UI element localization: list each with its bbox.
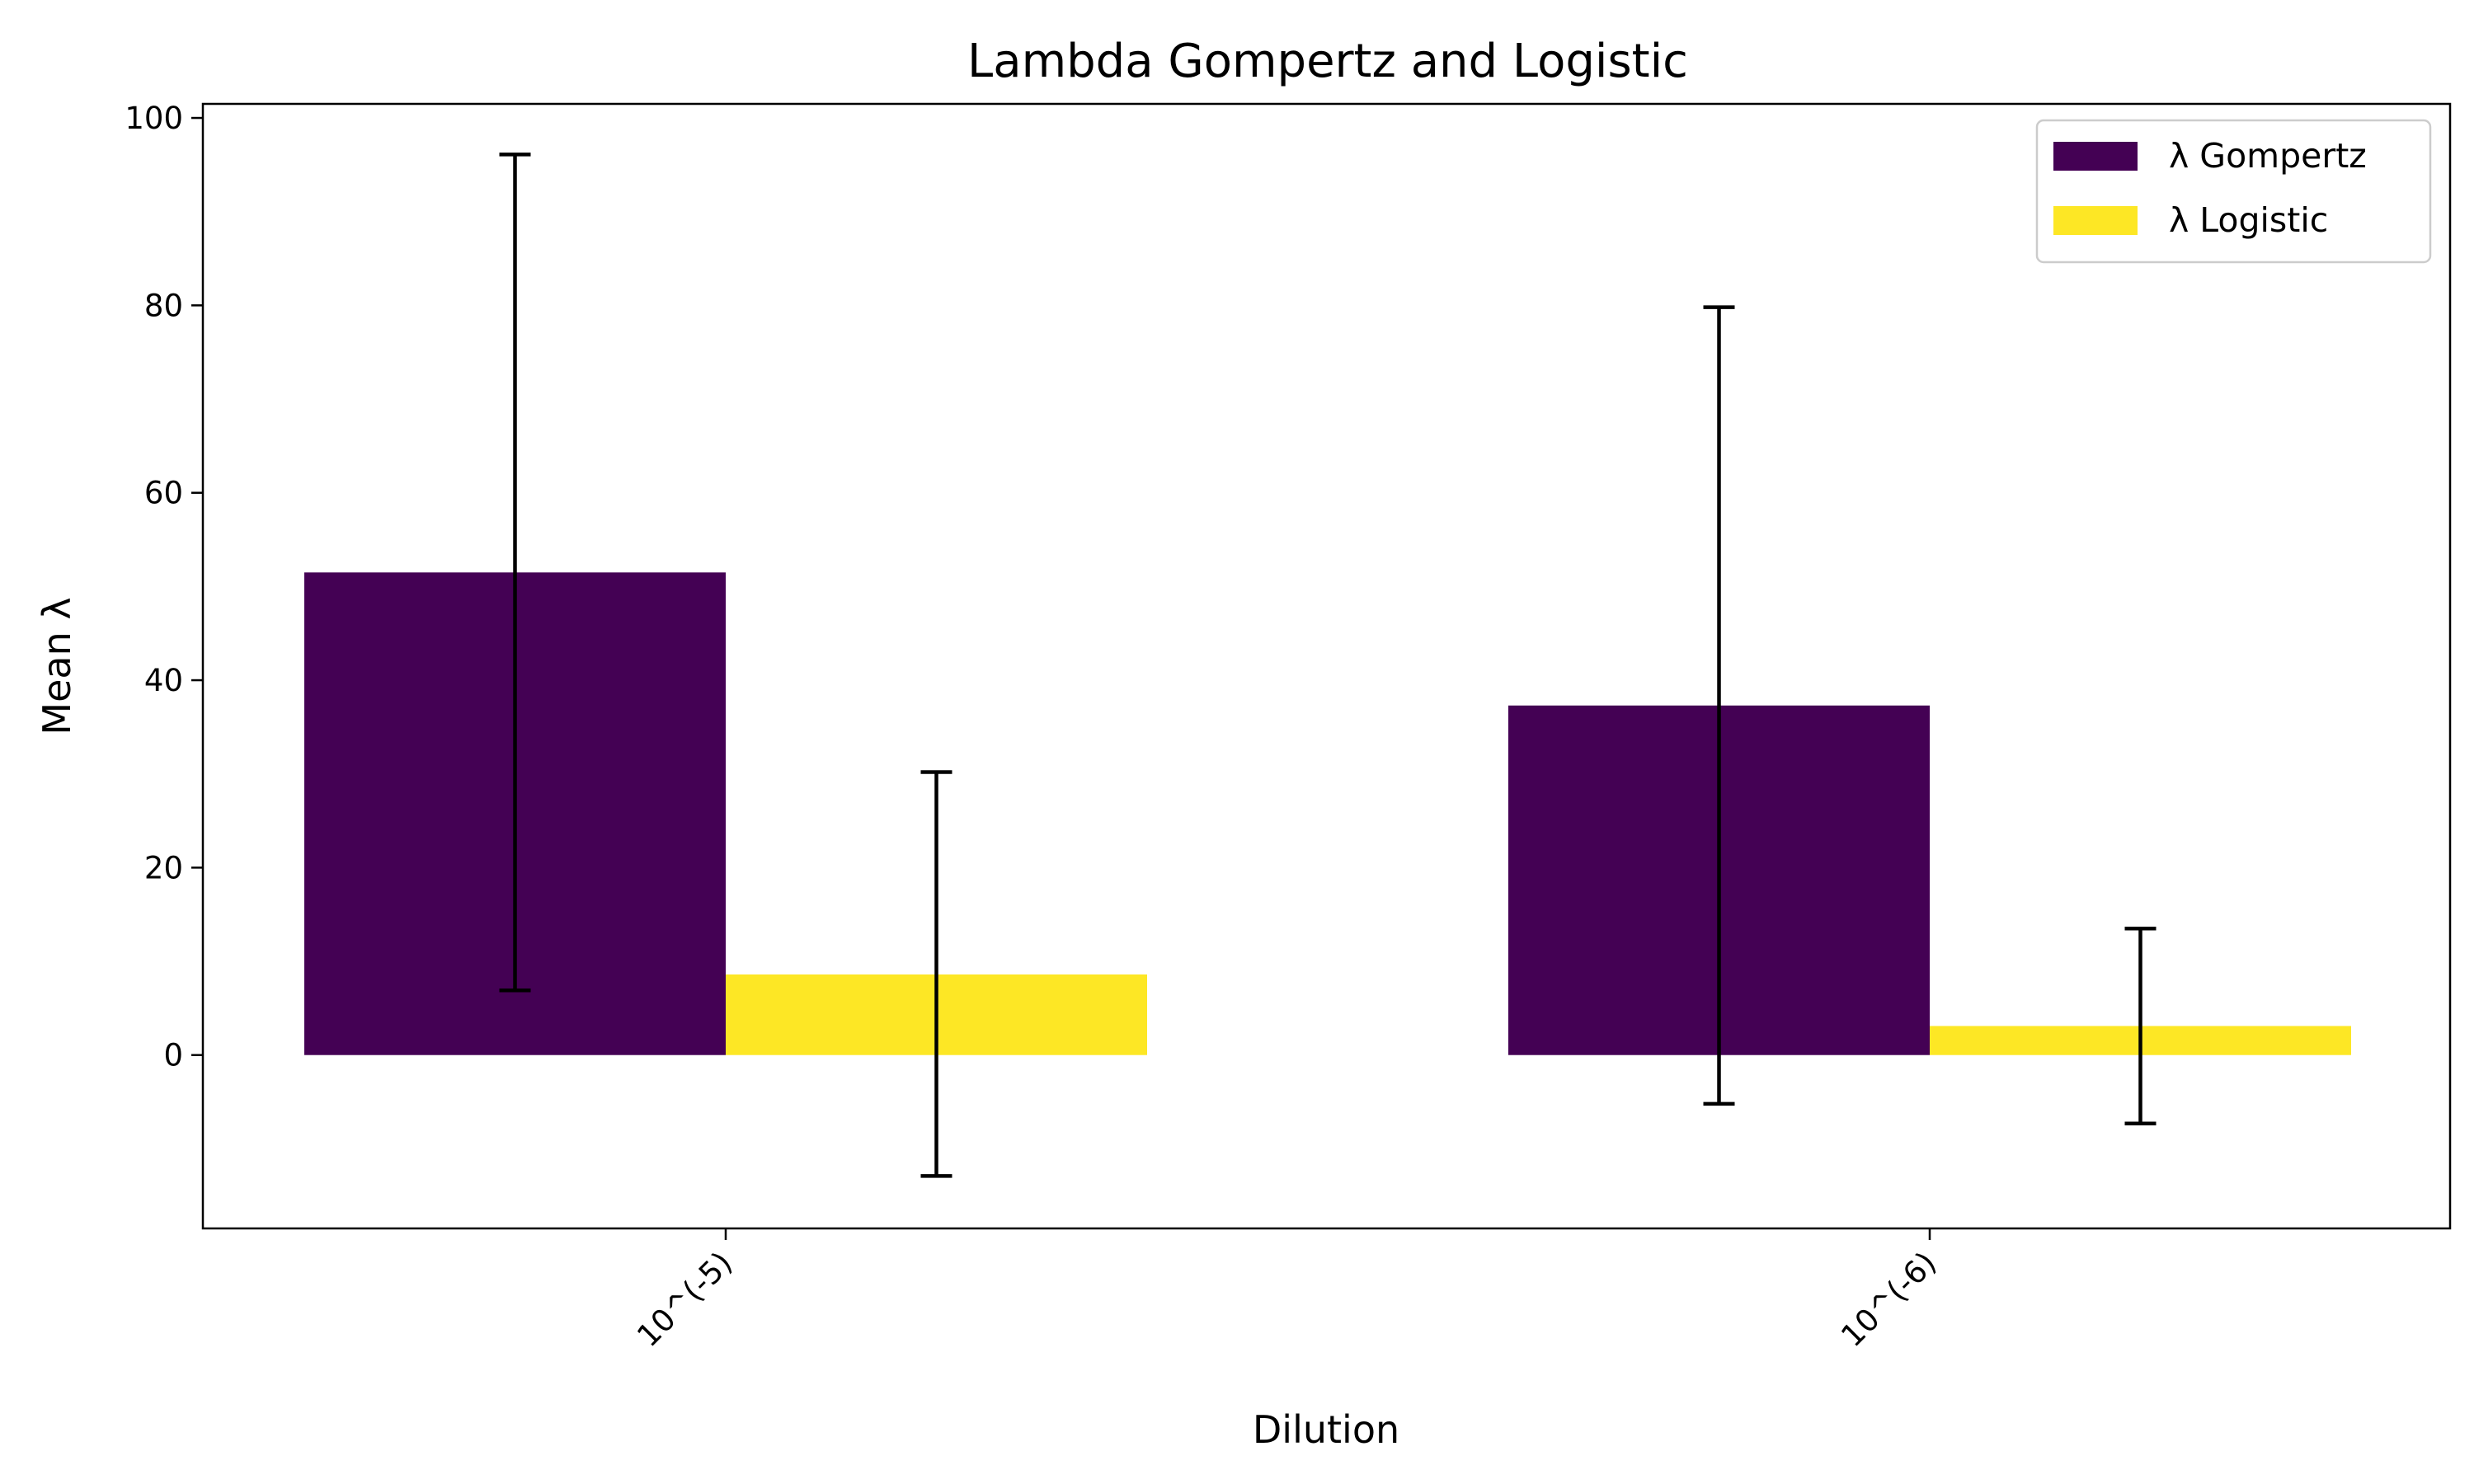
legend-label-0: λ Gompertz <box>2169 136 2367 176</box>
chart-title: Lambda Gompertz and Logistic <box>967 35 1688 88</box>
y-tick-label-60: 60 <box>144 476 183 511</box>
y-axis: 0 20 40 60 80 100 <box>125 101 203 1073</box>
y-tick-label-20: 20 <box>144 850 183 885</box>
legend: λ Gompertz λ Logistic <box>2035 119 2432 264</box>
y-axis-label: Mean λ <box>35 597 79 735</box>
y-tick-label-40: 40 <box>144 663 183 698</box>
legend-swatch-1 <box>2053 206 2138 235</box>
legend-label-1: λ Logistic <box>2169 200 2328 240</box>
plot-area <box>304 153 2351 1178</box>
y-tick-label-100: 100 <box>125 101 183 136</box>
axes-frame <box>201 102 2452 1230</box>
x-axis-label: Dilution <box>1253 1407 1399 1452</box>
legend-swatch-0 <box>2053 142 2138 171</box>
y-tick-label-80: 80 <box>144 288 183 323</box>
y-tick-label-0: 0 <box>163 1038 183 1073</box>
